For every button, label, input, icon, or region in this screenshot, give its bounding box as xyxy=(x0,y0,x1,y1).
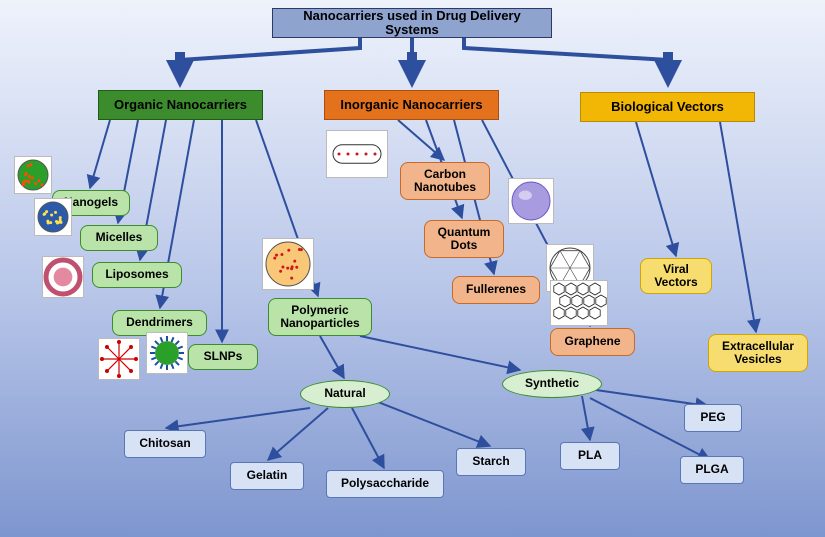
ellipse-natural: Natural xyxy=(300,380,390,408)
leaf-graphene: Graphene xyxy=(550,328,635,356)
leaf-liposomes: Liposomes xyxy=(92,262,182,288)
nanogel-illus-icon xyxy=(14,156,52,194)
leaf-polysac: Polysaccharide xyxy=(326,470,444,498)
leaf-qdots: Quantum Dots xyxy=(424,220,504,258)
leaf-plga: PLGA xyxy=(680,456,744,484)
category-inorganic: Inorganic Nanocarriers xyxy=(324,90,499,120)
leaf-chitosan: Chitosan xyxy=(124,430,206,458)
micelle-illus-icon xyxy=(34,198,72,236)
polymer-illus-icon xyxy=(262,238,314,290)
leaf-carbon: Carbon Nanotubes xyxy=(400,162,490,200)
slnp-illus-icon xyxy=(146,332,188,374)
diagram-canvas: Nanocarriers used in Drug Delivery Syste… xyxy=(0,0,825,537)
dendrimer-illus-icon xyxy=(98,338,140,380)
leaf-gelatin: Gelatin xyxy=(230,462,304,490)
leaf-peg: PEG xyxy=(684,404,742,432)
leaf-slnps: SLNPs xyxy=(188,344,258,370)
liposome-illus-icon xyxy=(42,256,84,298)
leaf-fullerenes: Fullerenes xyxy=(452,276,540,304)
leaf-extracell: Extracellular Vesicles xyxy=(708,334,808,372)
ellipse-synthetic: Synthetic xyxy=(502,370,602,398)
leaf-micelles: Micelles xyxy=(80,225,158,251)
category-biological: Biological Vectors xyxy=(580,92,755,122)
category-organic: Organic Nanocarriers xyxy=(98,90,263,120)
leaf-pla: PLA xyxy=(560,442,620,470)
qdot-illus-icon xyxy=(508,178,554,224)
root-node: Nanocarriers used in Drug Delivery Syste… xyxy=(272,8,552,38)
graphene-illus-icon xyxy=(550,280,608,326)
leaf-viral: Viral Vectors xyxy=(640,258,712,294)
cnt-illus-icon xyxy=(326,130,388,178)
leaf-polymeric: Polymeric Nanoparticles xyxy=(268,298,372,336)
leaf-starch: Starch xyxy=(456,448,526,476)
